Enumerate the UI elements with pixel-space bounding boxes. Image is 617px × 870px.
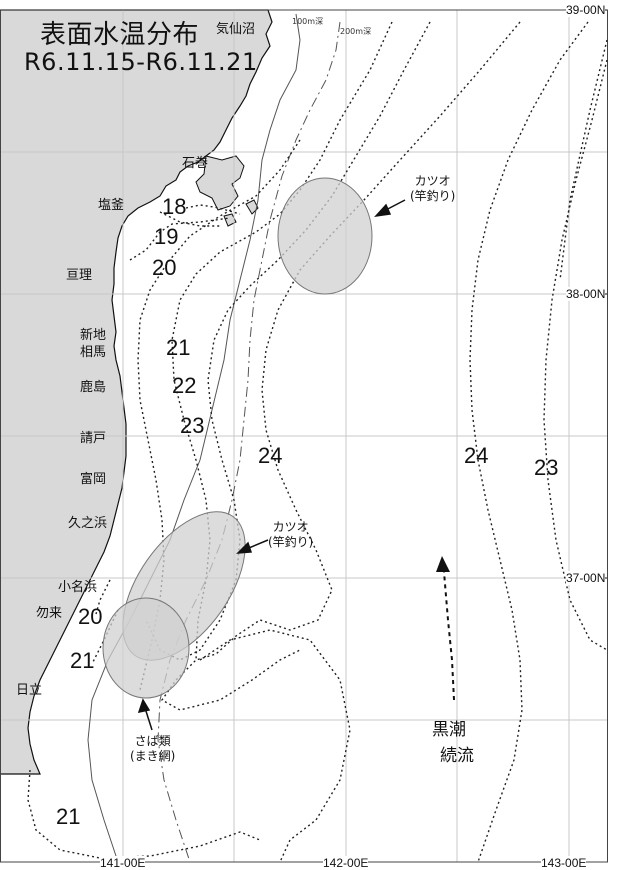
isotherm-label-19: 19 (154, 224, 179, 249)
place-kesennuma: 気仙沼 (216, 22, 256, 37)
katsuo-north-label: カツオ (竿釣り) (410, 174, 455, 204)
saba-ellipse (102, 597, 190, 699)
isotherm-label-24-east: 24 (464, 443, 489, 468)
isotherm-19-line (159, 211, 220, 227)
place-watari: 亘理 (66, 268, 93, 283)
place-kashima: 鹿島 (80, 380, 107, 395)
place-tomioka: 富岡 (80, 472, 107, 487)
place-soma: 相馬 (80, 345, 107, 360)
dashed-arrow-icon (436, 556, 455, 701)
depth-200m-line (157, 21, 341, 863)
depth-100m-line (87, 13, 301, 863)
lat-label-39: 39-00N (566, 3, 606, 17)
lon-label-143: 143-00E (541, 856, 587, 870)
isotherm-far-east-line (559, 39, 608, 281)
depth-contours (87, 13, 341, 863)
place-ishinomaki: 石巻 (182, 156, 209, 171)
place-ukedo: 請戸 (80, 431, 107, 446)
fishing-ground-arrows (137, 199, 406, 731)
katsuo-north-ellipse (277, 177, 373, 295)
katsuo-north-name: カツオ (414, 174, 451, 188)
map-frame (0, 9, 608, 863)
isotherm-eddy-line (199, 629, 351, 863)
map-period: R6.11.15-R6.11.21 (24, 48, 258, 76)
isotherm-label-24-west: 24 (258, 443, 283, 468)
map-title: 表面水温分布 (40, 20, 200, 50)
arrow-icon (236, 539, 269, 554)
isotherm-22-line (171, 21, 393, 661)
arrow-icon (374, 199, 406, 218)
isotherm-label-20-north: 20 (152, 255, 177, 280)
place-hitachi: 日立 (16, 683, 43, 698)
katsuo-south-name: カツオ (272, 520, 309, 534)
depth-label-100m: 100m深 (292, 17, 324, 26)
place-shinchi: 新地 (80, 328, 107, 343)
isotherm-label-21-south: 21 (70, 648, 95, 673)
saba-label: さば類 (まき網) (130, 734, 175, 764)
isotherm-label-23-east: 23 (534, 455, 559, 480)
isotherm-21-bottom-line (27, 769, 261, 859)
land-mass (0, 9, 273, 775)
fishing-ground-ellipses (102, 177, 373, 699)
isotherm-label-21-north: 21 (166, 335, 191, 360)
current-label-line1: 黒潮 (432, 720, 466, 740)
lon-label-142: 142-00E (323, 856, 369, 870)
place-onahama: 小名浜 (58, 580, 98, 595)
island-1 (245, 199, 259, 215)
lon-label-141: 141-00E (100, 856, 146, 870)
isotherm-label-23-west: 23 (180, 413, 205, 438)
isotherm-label-18: 18 (162, 194, 187, 219)
katsuo-south-label: カツオ (竿釣り) (268, 520, 313, 550)
place-hisanohama: 久之浜 (68, 516, 108, 531)
lat-label-38: 38-00N (566, 287, 606, 301)
depth-label-200m: 200m深 (340, 27, 372, 36)
katsuo-north-method: (竿釣り) (410, 189, 456, 203)
isotherm-label-20-south: 20 (78, 604, 103, 629)
current-label-line2: 続流 (440, 746, 474, 766)
isotherm-18-line (185, 204, 241, 215)
arrow-icon (137, 698, 153, 731)
island-2 (223, 213, 237, 227)
isotherm-23-east-line (543, 59, 608, 651)
isotherm-24-east-line (469, 21, 589, 863)
saba-method: (まき網) (130, 749, 176, 763)
lat-label-37: 37-00N (566, 571, 606, 585)
isotherm-20-line (129, 217, 231, 261)
place-nakoso: 勿来 (36, 606, 63, 621)
place-shiogama: 塩釜 (98, 198, 125, 213)
isotherm-label-22: 22 (172, 373, 197, 398)
katsuo-south-method: (竿釣り) (268, 535, 314, 549)
saba-name: さば類 (134, 734, 171, 748)
isotherm-label-21-bottom: 21 (56, 804, 81, 829)
